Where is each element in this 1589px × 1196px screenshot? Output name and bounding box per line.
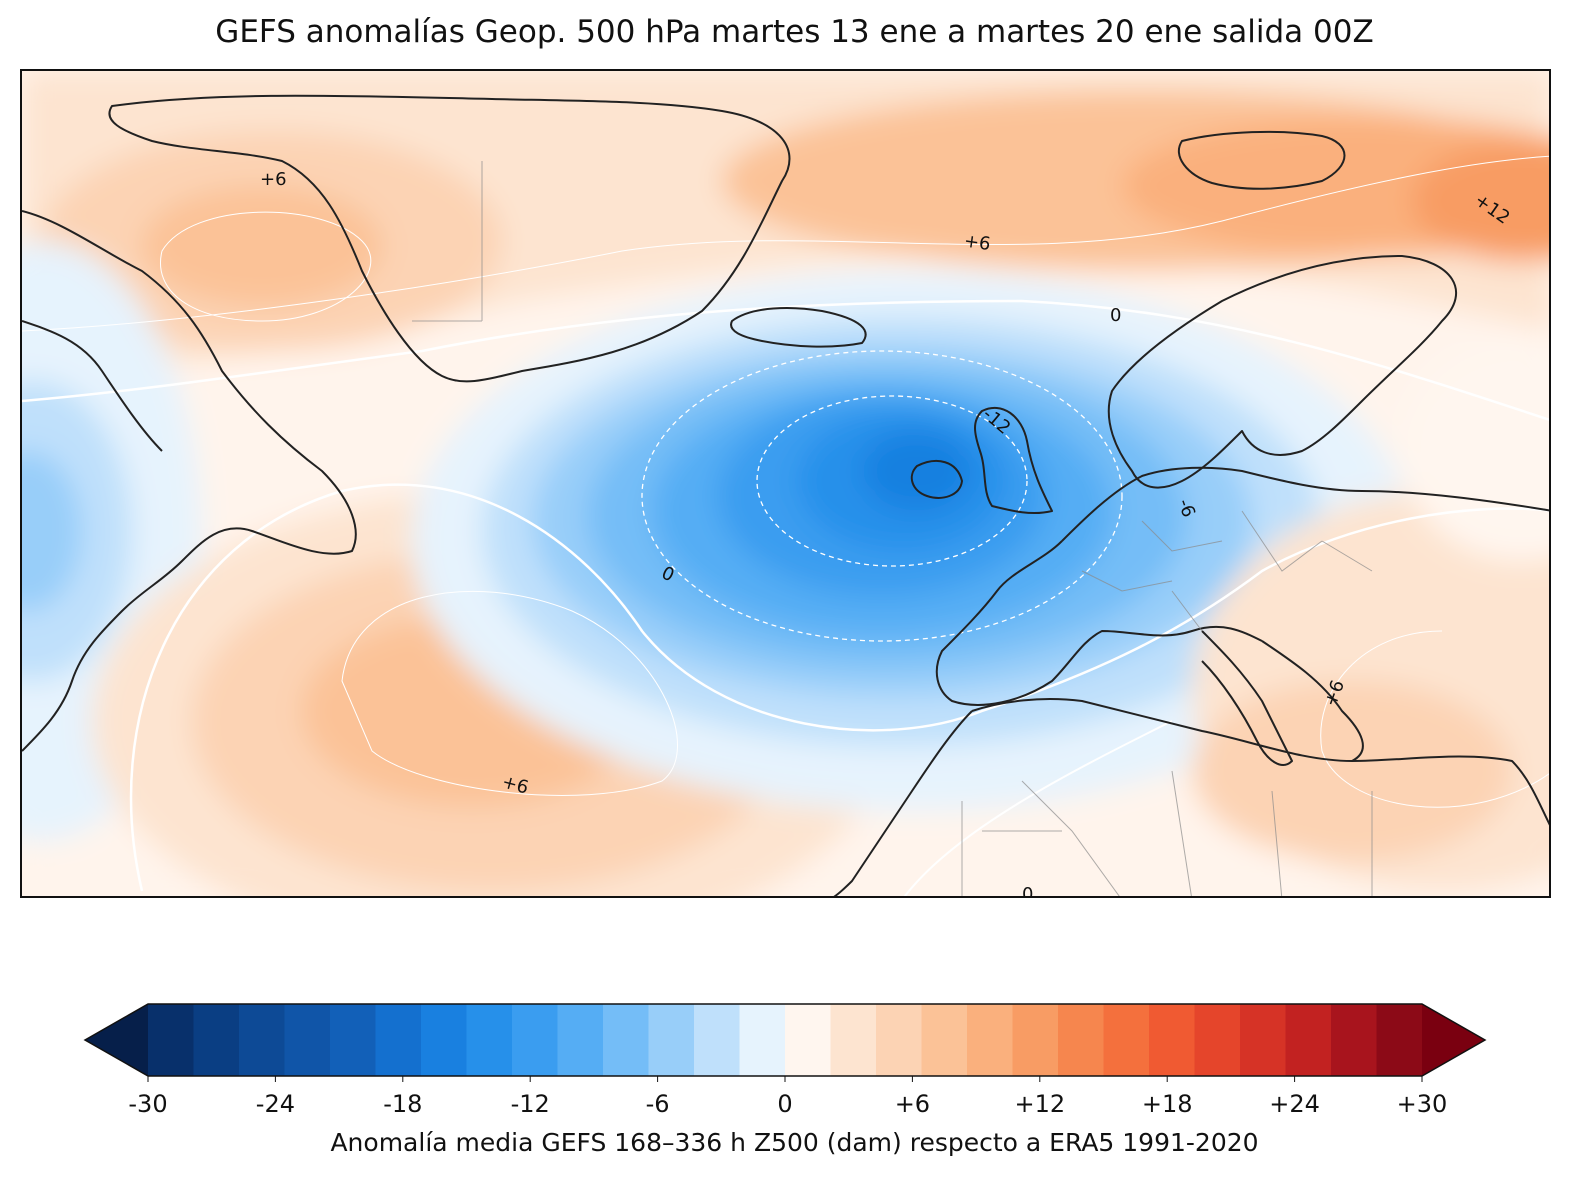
colorbar-tick-label: -12: [510, 1090, 550, 1118]
colorbar-segment: [1331, 1004, 1378, 1076]
borders: [412, 161, 1373, 896]
colorbar-tick-label: -24: [255, 1090, 295, 1118]
colorbar-segment: [466, 1004, 513, 1076]
colorbar-segment: [239, 1004, 286, 1076]
colorbar-segment: [512, 1004, 559, 1076]
colorbar-segment: [694, 1004, 741, 1076]
colorbar-tick-label: -18: [383, 1090, 423, 1118]
colorbar-segment: [1376, 1004, 1423, 1076]
contour-label-norwegian-sea: +6: [963, 231, 992, 255]
colorbar-segment: [330, 1004, 377, 1076]
colorbar-segment: [603, 1004, 650, 1076]
colorbar-tick-label: +24: [1269, 1090, 1320, 1118]
colorbar-under-arrow: [85, 1004, 148, 1076]
colorbar-segment: [648, 1004, 695, 1076]
colorbar-tick-label: +18: [1141, 1090, 1193, 1118]
colorbar-segment: [830, 1004, 877, 1076]
map-canvas: +6 +6 +12 0 0 -12 -6 +6 +6 0: [22, 71, 1549, 898]
colorbar-segment: [1285, 1004, 1332, 1076]
colorbar-segment: [284, 1004, 331, 1076]
colorbar: [83, 1002, 1487, 1082]
colorbar-tick-label: +12: [1014, 1090, 1066, 1118]
anomaly-map: +6 +6 +12 0 0 -12 -6 +6 +6 0: [20, 69, 1551, 898]
colorbar-segment: [739, 1004, 786, 1076]
colorbar-segment: [1194, 1004, 1241, 1076]
colorbar-segment: [557, 1004, 604, 1076]
colorbar-segment: [876, 1004, 923, 1076]
colorbar-segment: [1012, 1004, 1059, 1076]
contour-label-greenland: +6: [260, 169, 287, 190]
colorbar-segment: [967, 1004, 1014, 1076]
contour-label-north-sea: 0: [1110, 305, 1121, 326]
colorbar-tick-label: 0: [777, 1090, 793, 1118]
colorbar-segment: [1103, 1004, 1150, 1076]
colorbar-segment: [785, 1004, 832, 1076]
anomaly-fill: [22, 71, 1549, 896]
negative-contours: [641, 350, 1123, 642]
contour-lines: [22, 155, 1549, 896]
colorbar-tick-label: +6: [894, 1090, 931, 1118]
coastlines: [22, 94, 1549, 896]
colorbar-segment: [1058, 1004, 1105, 1076]
colorbar-caption: Anomalía media GEFS 168–336 h Z500 (dam)…: [330, 1128, 1259, 1157]
colorbar-ticks: -30 -24 -18 -12 -6 0 +6 +12 +18 +24 +30: [0, 1090, 1589, 1120]
colorbar-segment: [193, 1004, 240, 1076]
colorbar-segment: [1240, 1004, 1287, 1076]
chart-title: GEFS anomalías Geop. 500 hPa martes 13 e…: [215, 14, 1374, 50]
colorbar-tick-label: +30: [1396, 1090, 1448, 1118]
colorbar-segment: [421, 1004, 468, 1076]
colorbar-tick-label: -6: [645, 1090, 670, 1118]
colorbar-segment: [1149, 1004, 1196, 1076]
colorbar-svg: [83, 1003, 1487, 1082]
colorbar-segment: [148, 1004, 195, 1076]
colorbar-segment: [375, 1004, 422, 1076]
colorbar-segment: [921, 1004, 968, 1076]
colorbar-tick-label: -30: [128, 1090, 168, 1118]
colorbar-over-arrow: [1422, 1004, 1485, 1076]
contour-label-sahara: 0: [1022, 884, 1033, 898]
